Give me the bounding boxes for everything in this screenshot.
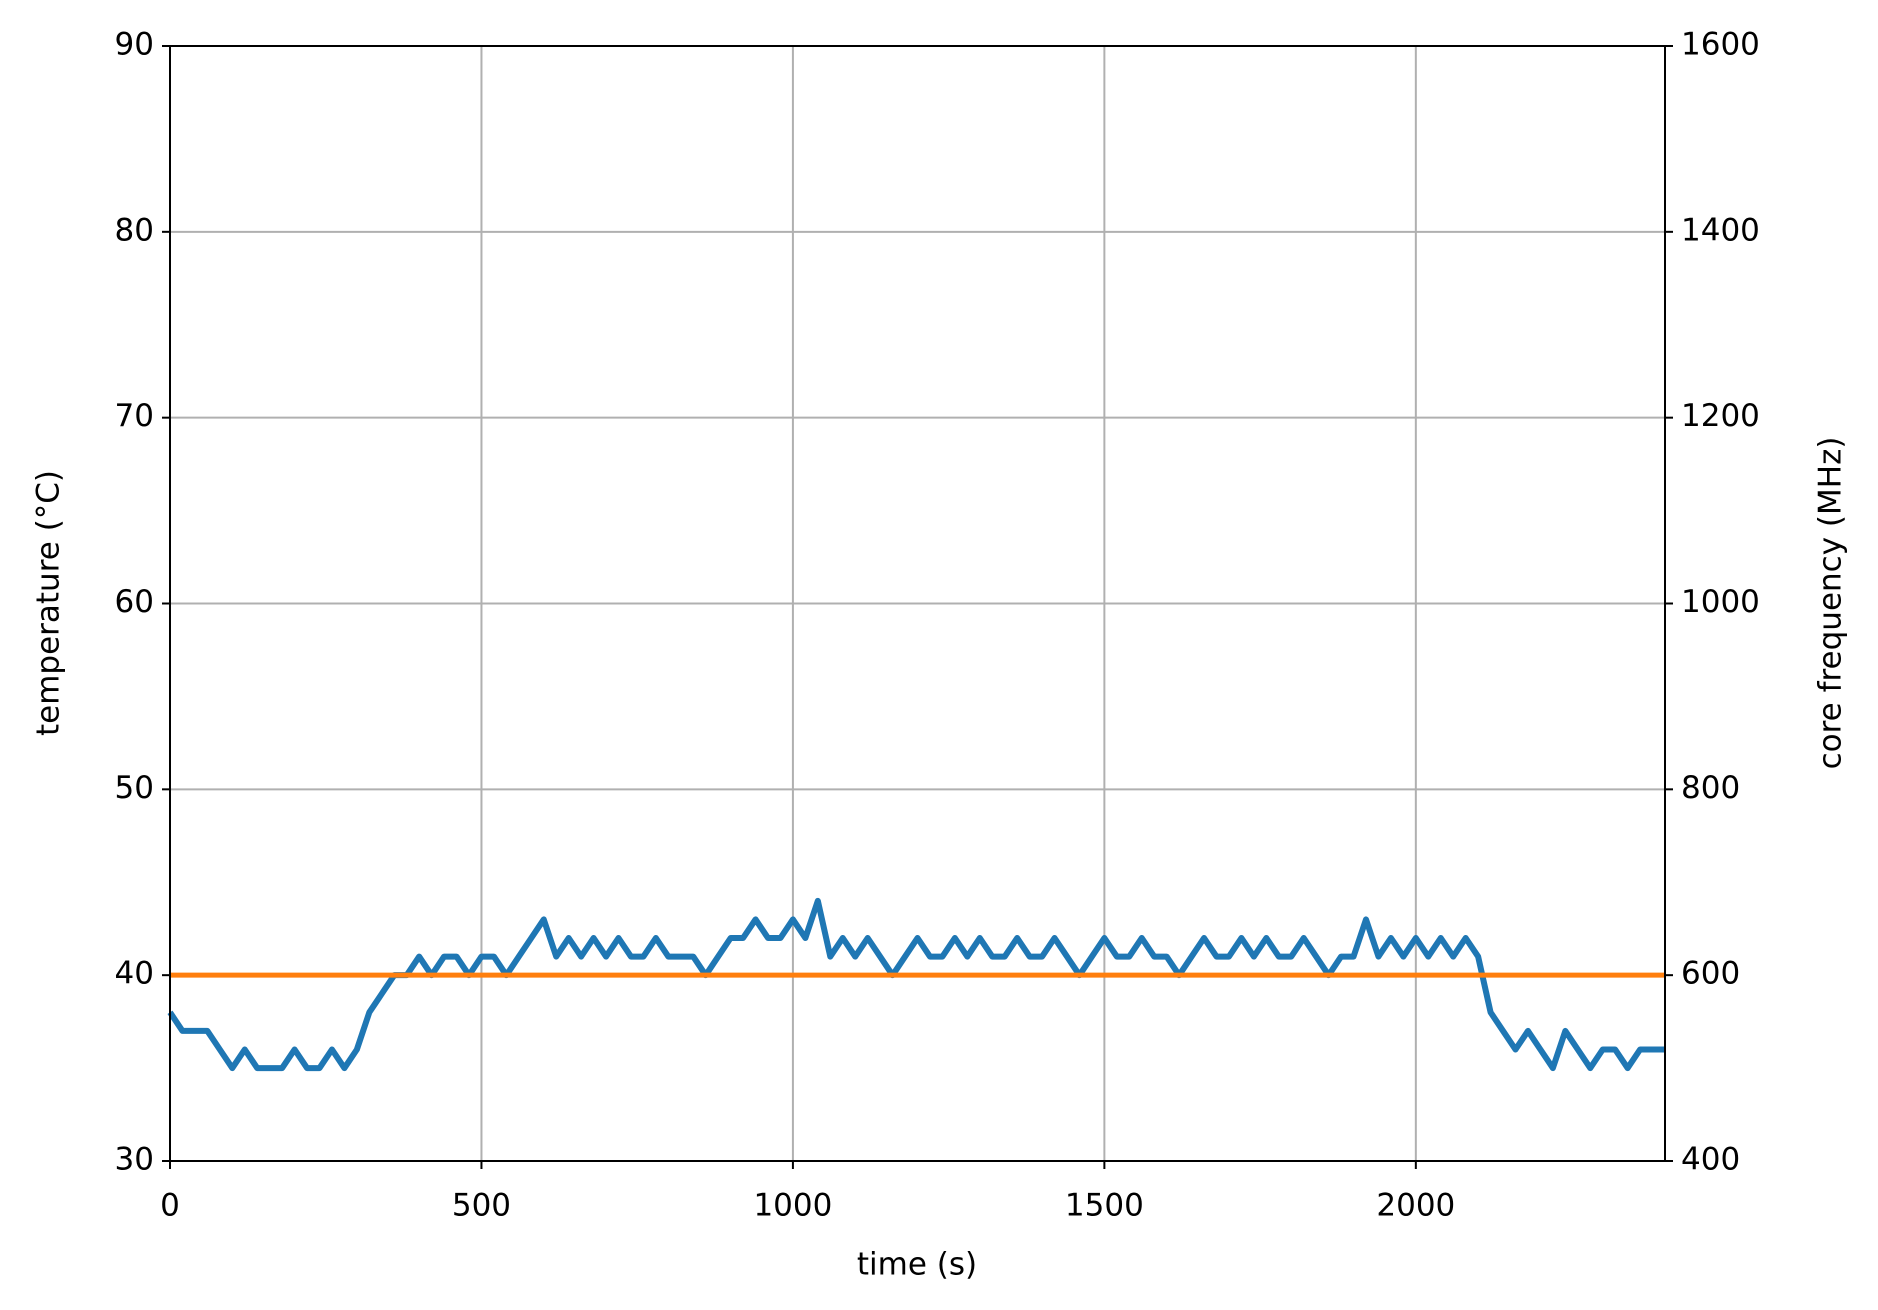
y2-axis-label: core frequency (MHz) bbox=[1813, 437, 1849, 770]
y-tick-label: 90 bbox=[115, 27, 154, 63]
x-tick-label: 1000 bbox=[753, 1188, 832, 1224]
x-tick-label: 0 bbox=[160, 1188, 180, 1224]
x-axis-label: time (s) bbox=[857, 1247, 977, 1283]
y-tick-label: 30 bbox=[115, 1142, 154, 1178]
y-tick-label: 80 bbox=[115, 212, 154, 248]
y2-tick-label: 600 bbox=[1681, 956, 1740, 992]
data-line bbox=[167, 897, 1665, 1072]
y2-tick-label: 1200 bbox=[1681, 398, 1760, 434]
y2-tick-label: 1000 bbox=[1681, 584, 1760, 620]
x-tick-label: 500 bbox=[452, 1188, 511, 1224]
x-tick-label: 1500 bbox=[1065, 1188, 1144, 1224]
y-tick-label: 70 bbox=[115, 398, 154, 434]
y2-tick-label: 1600 bbox=[1681, 27, 1760, 63]
y-tick-label: 40 bbox=[115, 956, 154, 992]
y2-tick-label: 400 bbox=[1681, 1142, 1740, 1178]
x-tick-label: 2000 bbox=[1376, 1188, 1455, 1224]
y2-tick-label: 1400 bbox=[1681, 212, 1760, 248]
y-axis-label: temperature (°C) bbox=[31, 470, 67, 736]
y-tick-label: 50 bbox=[115, 770, 154, 806]
plot-frame bbox=[169, 45, 1666, 1162]
y-tick-label: 60 bbox=[115, 584, 154, 620]
y2-tick-label: 800 bbox=[1681, 770, 1740, 806]
